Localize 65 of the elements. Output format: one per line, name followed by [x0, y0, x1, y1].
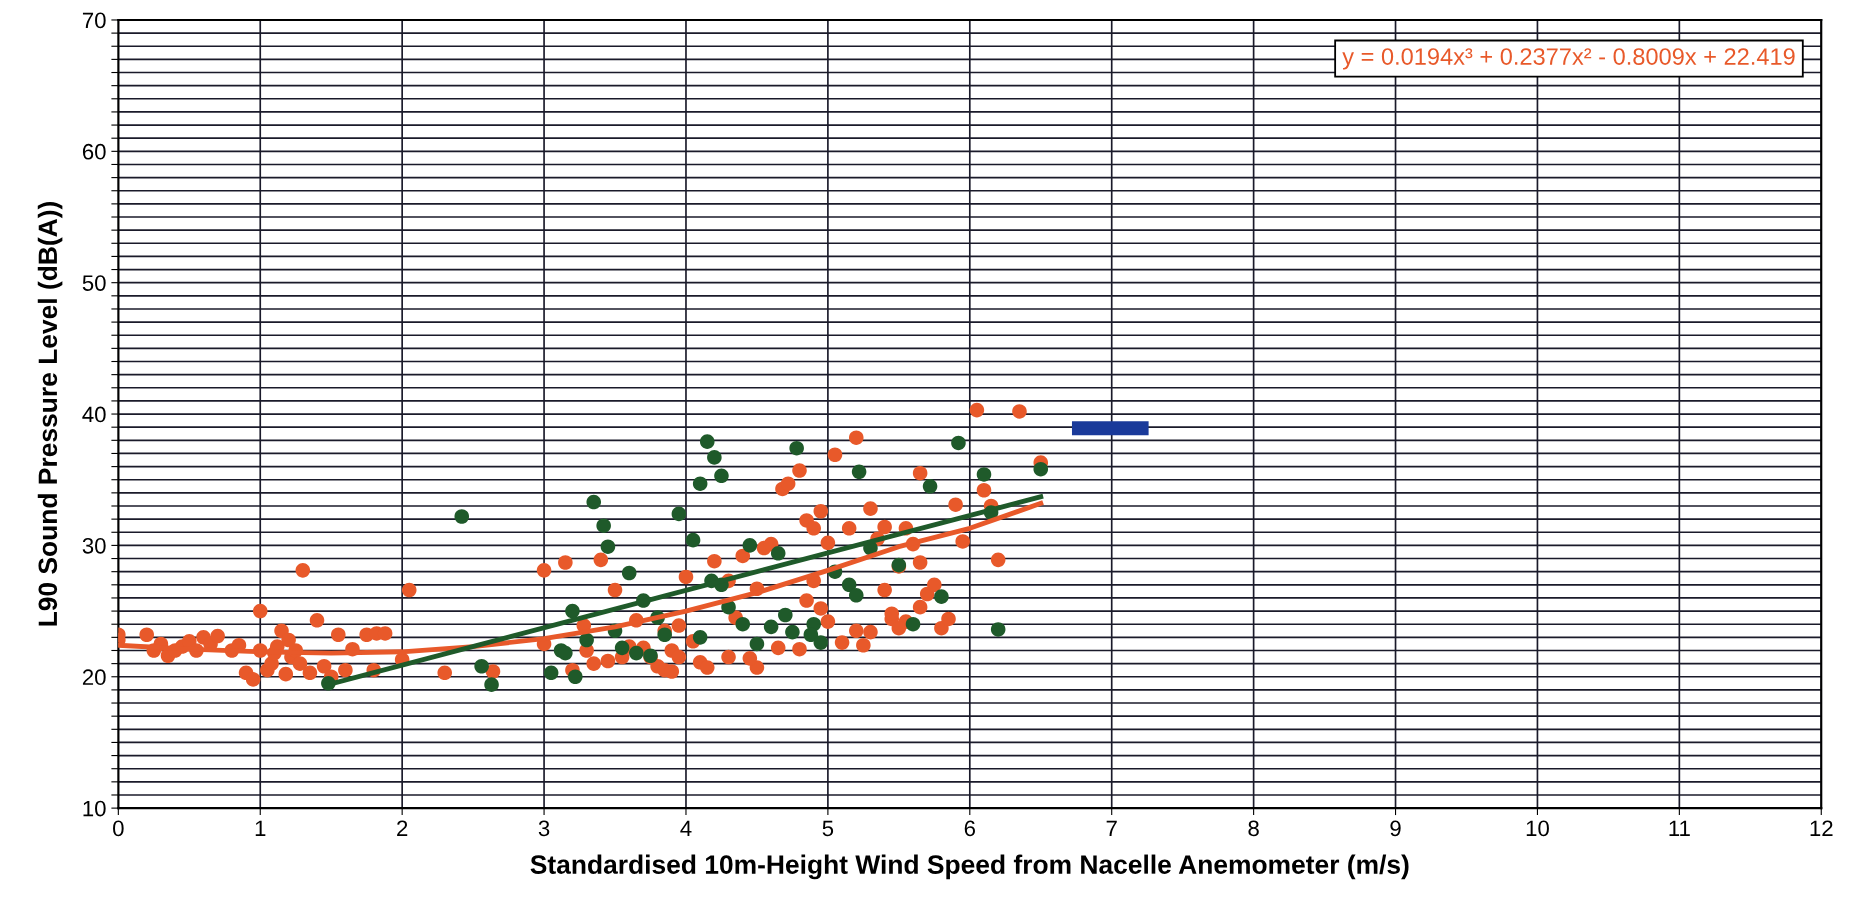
point	[579, 632, 594, 648]
x-tick-label: 9	[1390, 820, 1401, 837]
point	[474, 658, 489, 674]
point	[770, 546, 786, 561]
y-tick-label: 20	[82, 669, 106, 686]
point	[922, 479, 938, 494]
x-tick-label: 4	[680, 820, 692, 837]
point	[934, 589, 949, 604]
x-tick-label: 11	[1669, 820, 1690, 837]
y-axis-title: L90 Sound Pressure Level (dB(A))	[37, 201, 63, 626]
point	[803, 627, 819, 643]
point	[707, 450, 722, 465]
x-tick-label: 10	[1526, 820, 1549, 837]
point	[851, 464, 867, 480]
point	[600, 539, 616, 554]
point	[813, 635, 829, 650]
point	[749, 636, 765, 652]
point	[763, 619, 779, 635]
x-tick-label: 3	[538, 820, 550, 837]
x-axis-title: Standardised 10m-Height Wind Speed from Nacelle Anemometer (m/s)	[530, 854, 1409, 880]
point	[692, 630, 708, 645]
point	[484, 677, 499, 692]
y-tick-label: 50	[82, 275, 106, 291]
point	[841, 577, 857, 593]
point	[976, 467, 992, 482]
point	[568, 669, 583, 685]
y-tick-label: 40	[82, 406, 106, 423]
point	[543, 665, 559, 681]
x-tick-label: 6	[964, 820, 975, 837]
point	[586, 494, 602, 510]
annotation: y = 0.0194x³ + 0.2377x² - 0.8009x + 22.419	[1342, 48, 1795, 70]
point	[951, 435, 966, 451]
point	[848, 588, 864, 603]
point	[558, 645, 573, 661]
point	[699, 434, 715, 449]
point	[714, 468, 729, 484]
point	[565, 603, 580, 619]
x-tick-label: 0	[113, 820, 124, 837]
point	[596, 518, 611, 533]
point	[778, 607, 793, 623]
point	[742, 538, 758, 553]
y-tick-label: 60	[82, 143, 106, 160]
y-tick-label: 70	[82, 12, 106, 29]
x-tick-label: 7	[1106, 820, 1117, 837]
x-tick-label: 2	[397, 820, 408, 837]
point	[990, 622, 1006, 637]
x-tick-label: 1	[255, 820, 266, 837]
point	[629, 645, 644, 661]
point	[671, 506, 687, 522]
point	[621, 565, 637, 581]
y-tick-label: 30	[82, 537, 106, 554]
x-tick-label: 12	[1810, 820, 1833, 837]
point	[789, 440, 804, 456]
x-tick-label: 8	[1248, 820, 1259, 837]
point	[1033, 461, 1049, 477]
point	[614, 640, 630, 656]
point	[905, 616, 921, 632]
point	[735, 616, 751, 632]
x-tick-label: 5	[822, 820, 834, 837]
y-tick-label: 10	[83, 800, 106, 817]
point	[657, 627, 672, 643]
point	[692, 476, 708, 491]
point	[785, 624, 800, 640]
point	[454, 509, 470, 524]
point	[685, 532, 701, 548]
